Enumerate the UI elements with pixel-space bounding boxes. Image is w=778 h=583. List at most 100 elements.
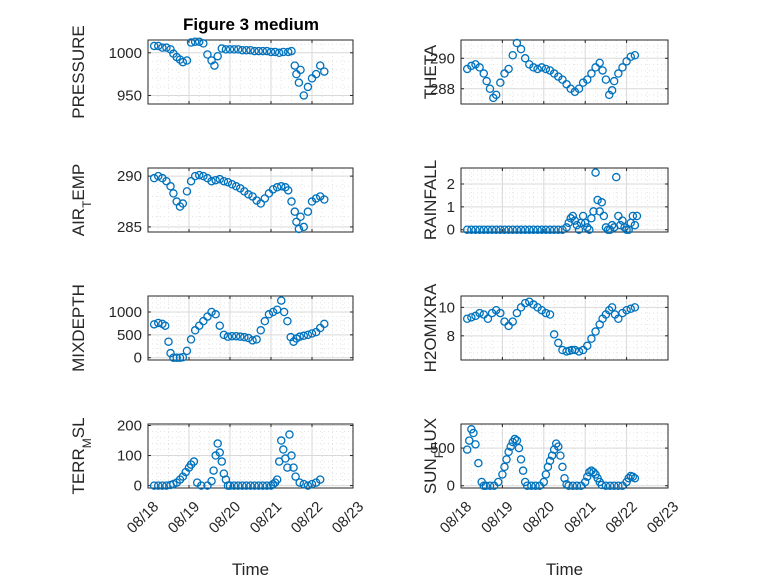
- data-point: [504, 225, 513, 234]
- data-point: [601, 481, 611, 490]
- data-point: [496, 225, 505, 234]
- data-point: [614, 314, 623, 324]
- data-point: [537, 225, 546, 234]
- data-point: [566, 214, 575, 223]
- data-point: [320, 319, 329, 329]
- data-point: [292, 217, 301, 227]
- data-point: [164, 337, 173, 346]
- data-point: [290, 61, 300, 70]
- data-point: [609, 76, 619, 86]
- data-point: [562, 479, 571, 489]
- data-point: [568, 211, 578, 221]
- data-point: [587, 69, 596, 78]
- y-tick-label: 290: [117, 168, 142, 185]
- data-point: [182, 56, 192, 65]
- data-point: [283, 316, 292, 326]
- axes-box: [147, 295, 354, 361]
- data-point: [475, 225, 484, 234]
- data-point: [210, 61, 219, 70]
- data-point: [320, 195, 329, 204]
- data-point: [190, 37, 200, 46]
- data-point: [572, 481, 582, 490]
- data-point: [516, 44, 526, 54]
- data-point: [186, 335, 196, 344]
- y-axis-label: MIXDEPTH: [69, 284, 88, 372]
- data-point: [616, 220, 625, 230]
- data-point: [211, 175, 220, 185]
- data-point: [178, 353, 188, 362]
- data-point: [500, 225, 509, 234]
- data-point: [622, 305, 631, 315]
- y-tick-label: 0: [447, 478, 455, 495]
- y-axis-label: H2OMIXRA: [421, 283, 440, 372]
- data-point: [276, 182, 286, 191]
- data-point: [233, 45, 243, 54]
- data-point: [197, 481, 206, 490]
- data-point: [296, 65, 305, 75]
- data-point: [572, 220, 582, 230]
- data-point: [238, 481, 247, 490]
- data-point: [149, 320, 159, 329]
- data-point: [508, 225, 517, 234]
- data-point: [541, 64, 551, 74]
- data-point: [485, 481, 495, 490]
- data-point: [599, 211, 609, 221]
- data-point: [291, 472, 300, 481]
- data-point: [285, 430, 294, 439]
- data-point: [585, 225, 594, 234]
- data-point: [303, 82, 313, 92]
- data-point: [250, 481, 259, 490]
- data-point: [227, 180, 237, 189]
- y-tick-label: 1000: [109, 304, 142, 321]
- data-point: [307, 479, 317, 489]
- data-point: [514, 443, 524, 453]
- data-point: [311, 69, 321, 79]
- data-point: [597, 480, 607, 490]
- data-point: [628, 472, 638, 481]
- data-point: [149, 41, 159, 51]
- data-point: [149, 173, 159, 183]
- data-point: [622, 57, 631, 66]
- subplot-air-temp: 285 290 AIRTEMP: [69, 164, 354, 236]
- data-point: [516, 455, 526, 464]
- data-point: [295, 478, 304, 487]
- data-point: [471, 225, 480, 234]
- data-point: [574, 84, 584, 94]
- data-point: [207, 307, 216, 317]
- data-point: [531, 481, 540, 490]
- data-point: [294, 224, 304, 234]
- data-point: [254, 481, 263, 490]
- data-point: [268, 185, 278, 194]
- y-axis-label: SUNFLUX: [421, 418, 446, 494]
- data-point: [272, 475, 282, 484]
- data-point: [605, 225, 615, 234]
- data-point: [558, 225, 567, 234]
- data-point: [583, 223, 592, 232]
- data-point: [294, 78, 304, 87]
- data-point: [235, 332, 245, 341]
- data-point: [283, 463, 292, 472]
- data-point: [597, 198, 607, 207]
- data-point: [283, 47, 293, 57]
- data-point: [485, 84, 495, 94]
- data-point: [158, 43, 167, 52]
- subplot-mixdepth: 0 500 1000 MIXDEPTH: [69, 284, 354, 372]
- data-point: [231, 182, 241, 191]
- data-point: [500, 462, 509, 472]
- data-point: [299, 331, 309, 341]
- data-point: [227, 331, 237, 341]
- data-point: [217, 457, 227, 466]
- data-point: [299, 222, 309, 232]
- data-point: [541, 225, 551, 234]
- y-axis-label: PRESSURE: [69, 25, 88, 119]
- data-point: [203, 50, 212, 59]
- data-point: [158, 481, 167, 490]
- data-point: [554, 225, 563, 234]
- data-point: [229, 45, 239, 54]
- data-point: [279, 445, 288, 454]
- data-point: [583, 75, 592, 84]
- y-tick-label: 1000: [109, 45, 142, 62]
